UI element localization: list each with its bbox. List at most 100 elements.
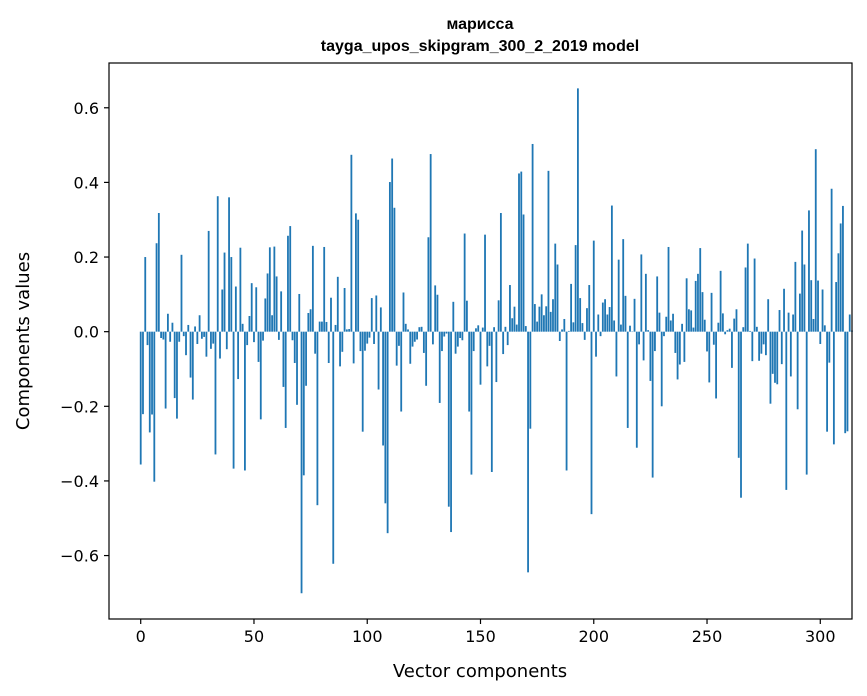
bar — [563, 318, 566, 332]
bar — [685, 278, 688, 332]
bar — [282, 331, 285, 387]
bar — [545, 306, 548, 332]
bar — [712, 331, 715, 345]
bar — [422, 331, 425, 353]
bar-series — [139, 88, 853, 594]
bar — [835, 282, 838, 332]
bar — [529, 331, 532, 429]
bar — [690, 310, 693, 332]
bar — [248, 316, 251, 332]
bar — [355, 213, 357, 332]
bar — [475, 328, 477, 332]
bar — [207, 230, 210, 332]
bar — [785, 331, 788, 490]
bar — [302, 331, 305, 476]
bar — [139, 331, 142, 465]
bar — [823, 325, 826, 332]
bar — [728, 328, 731, 332]
bar — [468, 331, 471, 412]
bar — [592, 240, 595, 332]
bar — [515, 324, 518, 332]
bar — [368, 331, 371, 338]
chart-title: марисса — [446, 16, 513, 33]
bar — [842, 205, 844, 332]
bar — [246, 331, 249, 346]
bar — [481, 327, 484, 332]
bar — [232, 331, 235, 469]
bar — [839, 223, 842, 332]
bar — [148, 331, 151, 433]
bar — [740, 331, 742, 498]
bar — [359, 331, 362, 352]
x-axis-label: Vector components — [393, 661, 567, 682]
bar — [808, 210, 810, 332]
bar — [189, 331, 192, 378]
bar — [237, 331, 240, 380]
bar — [758, 331, 761, 361]
bar — [330, 297, 332, 332]
bar — [755, 326, 758, 332]
bar — [311, 245, 314, 332]
bar — [794, 261, 797, 332]
bar — [626, 331, 629, 428]
bar — [429, 154, 432, 332]
y-tick-label: 0.0 — [74, 323, 99, 342]
bar — [350, 154, 353, 332]
bar — [214, 331, 217, 455]
bar — [180, 254, 183, 332]
bar — [191, 331, 194, 400]
bar — [438, 331, 441, 403]
bar — [744, 267, 747, 332]
bar — [225, 331, 228, 350]
bar — [538, 306, 541, 332]
bar — [490, 331, 493, 472]
bar — [239, 247, 242, 332]
bar — [459, 331, 462, 339]
bar — [293, 331, 296, 364]
bar — [604, 299, 606, 332]
bar — [622, 239, 625, 332]
bar — [527, 331, 529, 573]
bar — [540, 294, 543, 332]
bar — [171, 322, 174, 332]
bar — [805, 331, 808, 475]
bar — [166, 313, 169, 332]
bar — [228, 197, 230, 332]
bar — [595, 331, 597, 357]
bar — [848, 314, 851, 332]
bar — [377, 331, 380, 390]
bar — [617, 259, 620, 332]
bar — [327, 331, 330, 364]
bar — [203, 331, 206, 337]
bar — [524, 326, 527, 332]
bar — [477, 325, 480, 332]
bar — [554, 243, 557, 332]
bar — [792, 314, 795, 332]
bar — [162, 331, 165, 340]
bar — [280, 291, 283, 332]
bar — [348, 329, 351, 332]
bar — [230, 257, 233, 332]
bar — [250, 283, 253, 332]
bar — [798, 293, 801, 332]
bar — [717, 322, 720, 332]
bar — [832, 331, 835, 445]
bar — [277, 331, 280, 340]
bar — [651, 331, 654, 478]
bar — [638, 331, 640, 345]
bar — [606, 314, 609, 332]
bar — [497, 300, 500, 332]
bar — [219, 331, 221, 359]
bar — [305, 331, 307, 386]
x-tick-label: 300 — [805, 627, 836, 646]
bar — [400, 331, 403, 412]
bar — [610, 205, 613, 332]
bar — [724, 331, 727, 335]
bar — [570, 283, 573, 332]
bar — [737, 331, 740, 458]
bar — [255, 287, 258, 332]
bar — [253, 331, 255, 343]
bar — [502, 331, 505, 355]
bar — [520, 171, 523, 332]
bar — [409, 331, 412, 364]
